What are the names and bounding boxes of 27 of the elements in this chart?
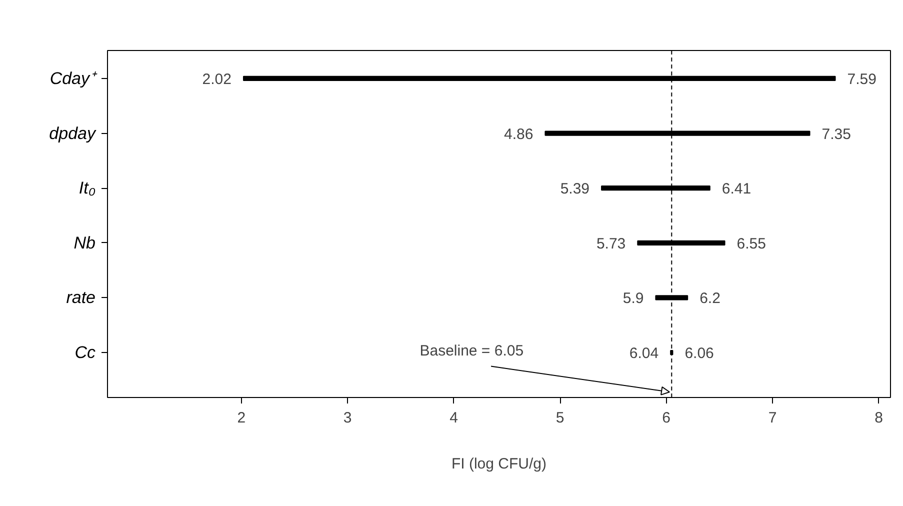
y-tick-label: Cday⁺ (50, 68, 98, 88)
x-tick-label: 8 (874, 410, 883, 426)
y-tick-label: dpday (49, 124, 97, 143)
annotation: 5.9 (622, 290, 644, 308)
y-tick-label: rate (66, 288, 96, 308)
x-tick-label: 7 (768, 410, 777, 426)
ref-line-label: Baseline = 6.05 (420, 342, 524, 360)
annotation: 2.02 (202, 70, 232, 88)
annotation: 4.86 (504, 126, 534, 143)
annotation: 6.55 (736, 235, 766, 252)
annotation: 7.59 (847, 70, 876, 88)
annotation: 7.35 (822, 126, 851, 143)
x-tick-label: 2 (237, 410, 246, 426)
annotation: 6.06 (684, 345, 714, 362)
annotation: 6.2 (700, 290, 720, 308)
annotation: 5.39 (560, 180, 590, 198)
x-axis-title: FI (log CFU/g) (451, 456, 547, 472)
x-tick-label: 5 (556, 410, 564, 426)
x-tick-label: 6 (662, 410, 671, 426)
annotation: 5.73 (596, 235, 626, 252)
annotation: 6.04 (629, 345, 659, 362)
y-tick-label: Cc (74, 343, 96, 362)
x-tick-label: 3 (343, 410, 352, 426)
y-tick-label: It₀ (78, 178, 96, 198)
y-tick-label: Nb (74, 233, 96, 252)
annotation: 6.41 (722, 180, 752, 198)
x-tick-label: 4 (450, 410, 458, 426)
